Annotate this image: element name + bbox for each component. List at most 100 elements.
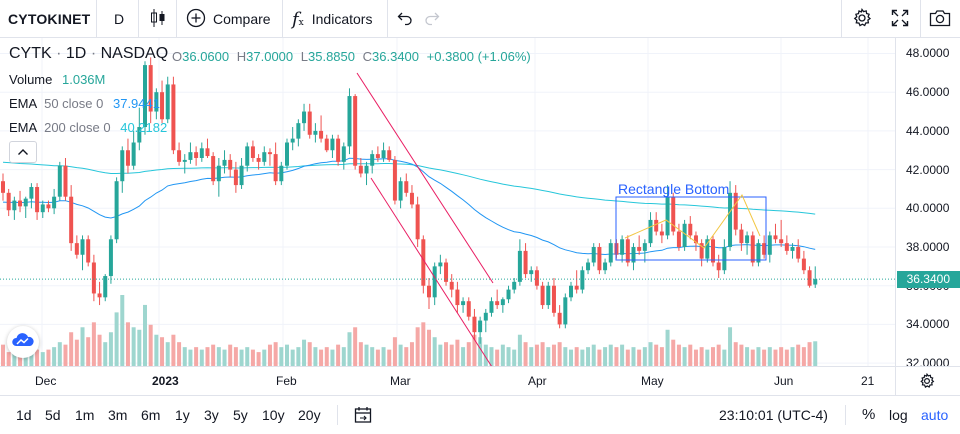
indicators-button[interactable]: fx Indicators xyxy=(292,0,372,38)
candle-body xyxy=(353,96,358,166)
candle-body xyxy=(57,165,62,197)
volume-bar xyxy=(177,342,182,367)
candle-body xyxy=(108,239,113,277)
volume-bar xyxy=(478,337,483,367)
candle-body xyxy=(693,235,698,244)
ema50-line xyxy=(2,157,816,256)
settings-button[interactable] xyxy=(852,0,872,38)
volume-bar xyxy=(461,347,466,367)
range-20y-button[interactable]: 20y xyxy=(298,407,321,423)
tradingview-logo[interactable] xyxy=(7,326,39,358)
range-1m-button[interactable]: 1m xyxy=(75,407,95,423)
candle-body xyxy=(461,301,466,306)
candle-body xyxy=(449,281,454,290)
ema200-legend[interactable]: EMA 200 close 0 40.2182 xyxy=(9,120,167,135)
volume-bar xyxy=(620,344,625,367)
volume-bar xyxy=(523,342,528,367)
candle-body xyxy=(415,204,420,240)
volume-bar xyxy=(279,347,284,367)
auto-scale-button[interactable]: auto xyxy=(921,407,949,423)
volume-bar xyxy=(415,327,420,367)
volume-bar xyxy=(693,349,698,367)
volume-bar xyxy=(796,344,801,367)
candle-body xyxy=(557,312,562,325)
candle-body xyxy=(97,293,102,298)
range-3y-button[interactable]: 3y xyxy=(204,407,219,423)
volume-bar xyxy=(688,344,693,367)
volume-bar xyxy=(370,347,375,367)
volume-bar xyxy=(313,347,318,367)
volume-bar xyxy=(563,347,568,367)
ema50-label: EMA xyxy=(9,96,37,111)
ema200-value: 40.2182 xyxy=(120,120,168,135)
volume-bar xyxy=(427,329,431,367)
candle-body xyxy=(375,154,380,158)
time-axis[interactable]: Dec 2023 Feb Mar Apr May Jun 21 xyxy=(0,366,960,396)
volume-bar xyxy=(137,329,142,367)
volume-bar xyxy=(108,332,113,367)
volume-bar xyxy=(716,344,721,367)
volume-bar xyxy=(262,349,267,367)
range-6m-button[interactable]: 6m xyxy=(141,407,161,423)
candle-body xyxy=(205,148,210,157)
candle-body xyxy=(801,258,806,271)
log-scale-button[interactable]: log xyxy=(889,407,908,423)
candle-body xyxy=(18,200,23,207)
candle-body xyxy=(512,281,517,290)
volume-bar xyxy=(398,344,403,367)
legend-interval: 1D xyxy=(65,45,87,62)
volume-bar xyxy=(364,344,369,367)
candle-body xyxy=(80,239,85,255)
chevron-up-icon xyxy=(17,143,29,161)
candle-body xyxy=(35,187,40,213)
candle-body xyxy=(728,192,733,248)
price-chart[interactable] xyxy=(0,38,895,367)
volume-bar xyxy=(767,347,772,367)
volume-bar xyxy=(171,334,176,367)
candle-body xyxy=(273,154,278,182)
range-3m-button[interactable]: 3m xyxy=(108,407,128,423)
range-5d-button[interactable]: 5d xyxy=(45,407,61,423)
range-5y-button[interactable]: 5y xyxy=(233,407,248,423)
volume-bar xyxy=(404,347,409,367)
candle-body xyxy=(500,299,505,306)
undo-button[interactable] xyxy=(397,0,413,38)
candle-body xyxy=(222,159,227,166)
date-range-button[interactable] xyxy=(354,406,372,429)
candle-body xyxy=(233,169,238,186)
range-1d-button[interactable]: 1d xyxy=(16,407,32,423)
redo-button[interactable] xyxy=(424,0,440,38)
price-axis[interactable]: 48.0000 46.0000 44.0000 42.0000 40.0000 38.00… xyxy=(895,38,960,370)
change-value: +0.3800 (+1.06%) xyxy=(426,49,531,64)
axis-settings-button[interactable] xyxy=(919,372,935,394)
fullscreen-button[interactable] xyxy=(891,0,909,38)
volume-bar xyxy=(319,349,324,367)
volume-legend[interactable]: Volume 1.036M xyxy=(9,72,105,87)
candle-body xyxy=(6,192,11,211)
collapse-legend-button[interactable] xyxy=(9,141,37,163)
candle-body xyxy=(86,239,91,263)
candle-body xyxy=(194,152,199,158)
symbol-search[interactable]: CYTOKINET xyxy=(8,0,94,38)
interval-button[interactable]: D xyxy=(114,0,124,38)
compare-button[interactable]: Compare xyxy=(186,0,271,38)
candle-body xyxy=(432,266,437,298)
range-10y-button[interactable]: 10y xyxy=(262,407,285,423)
volume-bar xyxy=(57,342,62,367)
ema50-legend[interactable]: EMA 50 close 0 37.9441 xyxy=(9,96,160,111)
candle-body xyxy=(813,279,818,285)
candle-body xyxy=(466,301,471,317)
candle-body xyxy=(319,130,324,139)
percent-scale-button[interactable]: % xyxy=(862,406,876,423)
chart-pane[interactable]: CYTK · 1D · NASDAQ O36.0600 H37.0000 L35… xyxy=(0,38,895,367)
screenshot-button[interactable] xyxy=(929,0,951,38)
chart-style-button[interactable] xyxy=(150,0,166,38)
price-tick: 40.0000 xyxy=(906,201,950,216)
bottom-toolbar: 1d 5d 1m 3m 6m 1y 3y 5y 10y 20y 23:10:01… xyxy=(0,395,960,433)
candle-body xyxy=(313,130,318,135)
volume-bar xyxy=(358,342,363,367)
candle-body xyxy=(216,165,221,182)
volume-bar xyxy=(762,349,767,367)
clock-display[interactable]: 23:10:01 (UTC-4) xyxy=(719,407,828,423)
range-1y-button[interactable]: 1y xyxy=(175,407,190,423)
